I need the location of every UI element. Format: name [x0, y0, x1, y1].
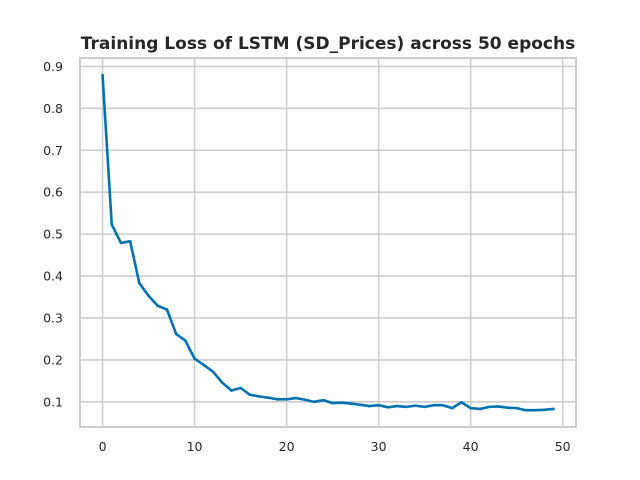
- data-point: [515, 406, 518, 410]
- data-point: [156, 304, 160, 308]
- y-tick-label: 0.7: [43, 143, 63, 158]
- x-tick-label: 20: [279, 439, 295, 454]
- data-point: [220, 381, 224, 384]
- data-point: [358, 403, 362, 407]
- x-tick-label: 40: [463, 439, 479, 454]
- plot-frame: [79, 57, 577, 428]
- data-point: [460, 400, 463, 404]
- data-point: [450, 406, 454, 410]
- data-point: [368, 404, 371, 408]
- data-point: [276, 398, 279, 401]
- data-point: [184, 339, 187, 342]
- data-point: [165, 308, 169, 311]
- data-point: [404, 405, 408, 409]
- data-point: [395, 404, 399, 408]
- data-point: [469, 406, 472, 410]
- data-point: [193, 357, 196, 360]
- data-point: [174, 332, 178, 336]
- data-point: [441, 403, 445, 407]
- data-point: [230, 389, 233, 392]
- data-point: [349, 402, 353, 405]
- grid: [80, 58, 576, 427]
- data-point: [322, 398, 325, 402]
- data-point: [478, 407, 482, 411]
- data-point: [496, 405, 500, 408]
- data-point: [386, 405, 390, 409]
- data-point: [377, 403, 380, 407]
- data-point: [239, 386, 242, 390]
- data-point: [414, 404, 417, 407]
- data-point: [506, 406, 509, 410]
- data-point: [128, 239, 132, 243]
- y-tick-label: 0.2: [43, 352, 63, 367]
- data-point: [487, 405, 491, 409]
- x-tick-label: 10: [187, 439, 203, 454]
- data-point: [119, 241, 123, 245]
- data-point: [331, 401, 334, 405]
- chart-title: Training Loss of LSTM (SD_Prices) across…: [81, 34, 575, 54]
- data-point: [211, 370, 215, 373]
- data-point: [524, 408, 528, 412]
- data-point: [303, 398, 307, 402]
- x-tick-label: 0: [99, 439, 107, 454]
- y-tick-label: 0.1: [43, 394, 63, 409]
- y-tick-label: 0.6: [43, 185, 63, 200]
- data-point: [266, 396, 270, 399]
- data-point: [138, 281, 141, 285]
- data-point: [101, 73, 104, 77]
- data-point: [257, 395, 261, 398]
- data-point: [294, 396, 298, 400]
- data-point: [312, 400, 316, 404]
- data-point: [202, 363, 206, 367]
- data-point: [542, 408, 546, 412]
- y-tick-label: 0.4: [43, 269, 63, 284]
- data-point: [248, 393, 252, 397]
- x-tick-label: 50: [555, 439, 571, 454]
- data-point: [340, 401, 344, 404]
- series-group: [101, 73, 555, 412]
- y-tick-label: 0.5: [43, 227, 63, 242]
- y-tick-label: 0.9: [43, 59, 63, 74]
- loss-series-line: [101, 73, 555, 412]
- data-point: [552, 407, 555, 411]
- data-point: [285, 398, 288, 401]
- data-point: [423, 405, 426, 409]
- data-point: [110, 223, 114, 226]
- data-point: [533, 408, 537, 412]
- x-axis-ticks: 0 10 20 30 40 50: [99, 439, 571, 454]
- y-tick-label: 0.3: [43, 310, 63, 325]
- x-tick-label: 30: [371, 439, 387, 454]
- data-point: [147, 294, 150, 298]
- y-axis-ticks: 0.1 0.2 0.3 0.4 0.5 0.6 0.7 0.8 0.9: [43, 59, 63, 409]
- y-tick-label: 0.8: [43, 101, 63, 116]
- data-point: [432, 403, 436, 407]
